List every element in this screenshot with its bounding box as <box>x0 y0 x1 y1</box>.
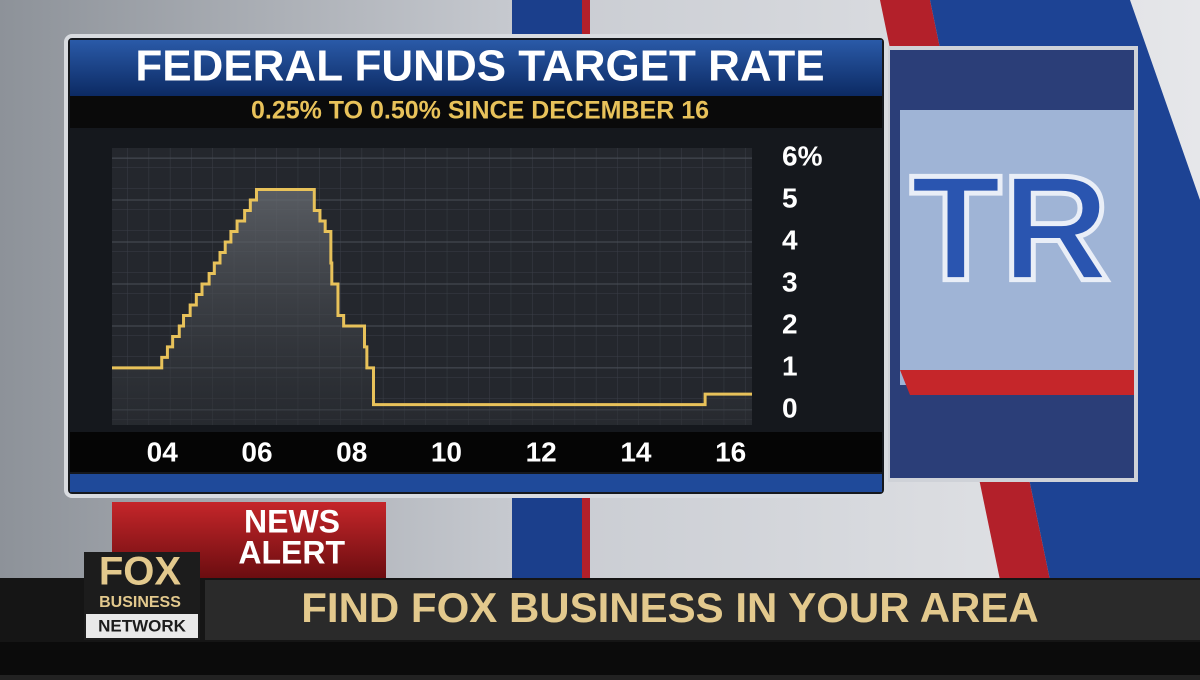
panel-footer <box>70 474 882 492</box>
network-logo-text: BUSINESS <box>99 594 181 611</box>
y-tick-label: 6% <box>782 140 823 171</box>
x-tick-label: 14 <box>620 436 652 467</box>
network-logo-band <box>86 614 198 638</box>
area <box>112 189 752 425</box>
x-tick-label: 04 <box>147 436 179 467</box>
x-tick-label: 12 <box>526 436 557 467</box>
title-bar <box>70 40 882 96</box>
x-tick-label: 08 <box>336 436 367 467</box>
network-logo-text: FOX <box>99 550 182 594</box>
y-tick-label: 4 <box>782 224 798 255</box>
y-tick-label: 5 <box>782 182 798 213</box>
y-tick-label: 3 <box>782 266 798 297</box>
network-logo-text: NETWORK <box>98 616 187 635</box>
ticker-panel <box>205 580 1200 640</box>
line <box>112 188 752 407</box>
subtitle-bar <box>70 96 882 128</box>
logo-edge <box>900 370 1134 395</box>
y-tick-label: 0 <box>782 392 798 423</box>
ticker-text: FIND FOX BUSINESS IN YOUR AREA <box>301 584 1038 631</box>
logo-plate <box>900 110 1134 385</box>
chart-title: FEDERAL FUNDS TARGET RATE <box>135 42 824 91</box>
y-tick-label: 1 <box>782 350 798 381</box>
alert-text: NEWS <box>244 503 340 539</box>
chart-subtitle: 0.25% TO 0.50% SINCE DECEMBER 16 <box>251 97 709 125</box>
bottom-bar <box>0 642 1200 675</box>
show-logo: TR <box>910 144 1110 312</box>
alert-text: ALERT <box>238 534 345 570</box>
x-tick-label: 06 <box>241 436 272 467</box>
x-tick-label: 10 <box>431 436 462 467</box>
x-axis-band <box>70 432 882 472</box>
y-tick-label: 2 <box>782 308 798 339</box>
x-tick-label: 16 <box>715 436 746 467</box>
